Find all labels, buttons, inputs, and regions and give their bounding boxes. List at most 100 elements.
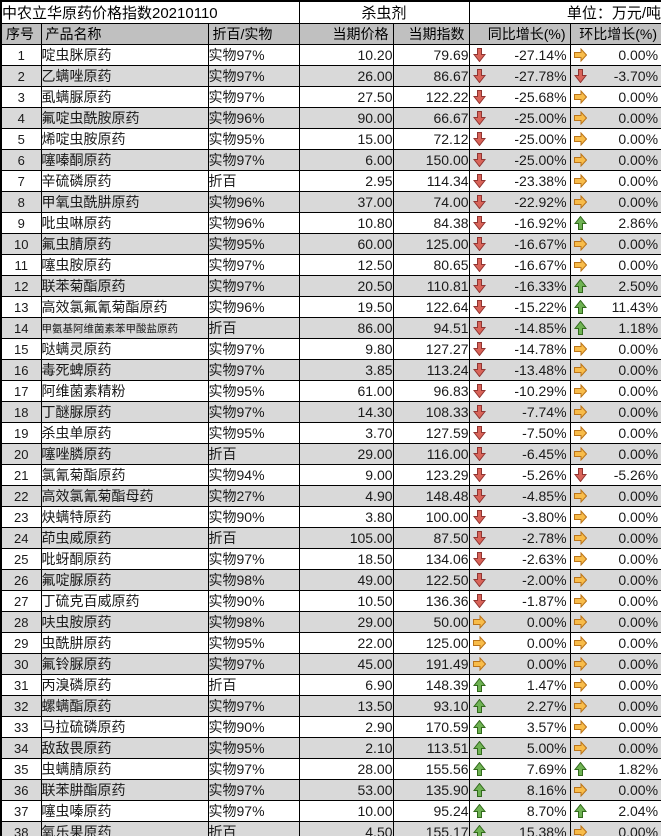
current-index-cell: 125.00 [392, 632, 470, 654]
trend-down-icon [472, 174, 486, 188]
mom-growth-value: 0.00% [618, 152, 659, 168]
row-number-cell: 33 [0, 716, 42, 738]
product-name-cell: 高效氯氰菊酯母药 [40, 485, 209, 507]
trend-up-icon [472, 825, 486, 836]
product-name-cell: 虫酰肼原药 [40, 632, 209, 654]
yoy-growth-value: -1.87% [522, 593, 567, 609]
table-row: 19 杀虫单原药 实物95% 3.70 127.59 -7.50% 0.00% [0, 422, 661, 444]
column-header-no: 序号 [0, 23, 42, 45]
mom-growth-cell: 0.00% [569, 254, 661, 276]
trend-down-icon [472, 279, 486, 293]
yoy-growth-cell: -16.67% [468, 233, 571, 255]
spec-cell: 实物97% [207, 275, 300, 297]
trend-up-icon [472, 699, 486, 713]
product-name-cell: 吡虫啉原药 [40, 212, 209, 234]
yoy-growth-cell: -25.68% [468, 86, 571, 108]
trend-down-icon [472, 489, 486, 503]
mom-growth-value: 0.00% [618, 614, 659, 630]
mom-growth-cell: 0.00% [569, 128, 661, 150]
yoy-growth-value: -25.00% [514, 110, 567, 126]
current-price-cell: 9.00 [298, 464, 394, 486]
mom-growth-value: 0.00% [618, 551, 659, 567]
row-number-cell: 20 [0, 443, 42, 465]
current-index-cell: 125.00 [392, 233, 470, 255]
product-name-cell: 噻嗪酮原药 [40, 149, 209, 171]
yoy-growth-value: -2.00% [522, 572, 567, 588]
yoy-growth-value: -22.92% [514, 194, 567, 210]
current-index-cell: 148.39 [392, 674, 470, 696]
trend-flat-icon [573, 720, 587, 734]
current-price-cell: 18.50 [298, 548, 394, 570]
product-name-cell: 联苯菊酯原药 [40, 275, 209, 297]
current-price-cell: 3.80 [298, 506, 394, 528]
row-number-cell: 15 [0, 338, 42, 360]
spec-cell: 实物95% [207, 632, 300, 654]
mom-growth-cell: 0.00% [569, 611, 661, 633]
row-number-cell: 13 [0, 296, 42, 318]
trend-down-icon [472, 594, 486, 608]
spec-cell: 折百 [207, 170, 300, 192]
current-price-cell: 45.00 [298, 653, 394, 675]
mom-growth-cell: 1.18% [569, 317, 661, 339]
table-row: 18 丁醚脲原药 实物97% 14.30 108.33 -7.74% 0.00% [0, 401, 661, 423]
trend-down-icon [472, 69, 486, 83]
trend-up-icon [472, 720, 486, 734]
spec-cell: 折百 [207, 317, 300, 339]
table-row: 30 氟铃脲原药 实物97% 45.00 191.49 0.00% 0.00% [0, 653, 661, 675]
row-number-cell: 37 [0, 800, 42, 822]
product-name-cell: 毒死蜱原药 [40, 359, 209, 381]
mom-growth-value: 0.00% [618, 635, 659, 651]
mom-growth-value: 2.86% [618, 215, 659, 231]
mom-growth-value: 0.00% [618, 782, 659, 798]
product-name-cell: 氟啶虫酰胺原药 [40, 107, 209, 129]
yoy-growth-cell: 0.00% [468, 653, 571, 675]
yoy-growth-value: -16.33% [514, 278, 567, 294]
product-name-cell: 丁醚脲原药 [40, 401, 209, 423]
trend-down-icon [472, 573, 486, 587]
trend-down-icon [472, 216, 486, 230]
trend-down-icon [472, 426, 486, 440]
product-name-cell: 杀虫单原药 [40, 422, 209, 444]
spec-cell: 实物97% [207, 254, 300, 276]
table-row: 22 高效氯氰菊酯母药 实物27% 4.90 148.48 -4.85% 0.0… [0, 485, 661, 507]
table-row: 6 噻嗪酮原药 实物97% 6.00 150.00 -25.00% 0.00% [0, 149, 661, 171]
trend-flat-icon [573, 258, 587, 272]
product-name-cell: 呋虫胺原药 [40, 611, 209, 633]
yoy-growth-value: -25.00% [514, 152, 567, 168]
product-name-cell: 甲氧虫酰肼原药 [40, 191, 209, 213]
row-number-cell: 6 [0, 149, 42, 171]
mom-growth-cell: 0.00% [569, 380, 661, 402]
yoy-growth-value: -2.78% [522, 530, 567, 546]
trend-down-icon [472, 258, 486, 272]
current-index-cell: 87.50 [392, 527, 470, 549]
trend-flat-icon [573, 783, 587, 797]
spec-cell: 实物90% [207, 590, 300, 612]
product-name-cell: 联苯肼酯原药 [40, 779, 209, 801]
trend-down-icon [472, 405, 486, 419]
spec-cell: 折百 [207, 527, 300, 549]
trend-down-icon [472, 468, 486, 482]
yoy-growth-value: 0.00% [526, 656, 567, 672]
yoy-growth-cell: 1.47% [468, 674, 571, 696]
current-price-cell: 22.00 [298, 632, 394, 654]
mom-growth-cell: 0.00% [569, 569, 661, 591]
mom-growth-value: 0.00% [618, 425, 659, 441]
spec-cell: 实物97% [207, 359, 300, 381]
current-price-cell: 15.00 [298, 128, 394, 150]
row-number-cell: 29 [0, 632, 42, 654]
current-price-cell: 49.00 [298, 569, 394, 591]
current-price-cell: 10.80 [298, 212, 394, 234]
table-row: 23 炔螨特原药 实物90% 3.80 100.00 -3.80% 0.00% [0, 506, 661, 528]
row-number-cell: 19 [0, 422, 42, 444]
table-row: 2 乙螨唑原药 实物97% 26.00 86.67 -27.78% -3.70% [0, 65, 661, 87]
table-row: 9 吡虫啉原药 实物96% 10.80 84.38 -16.92% 2.86% [0, 212, 661, 234]
current-price-cell: 4.90 [298, 485, 394, 507]
column-header-name: 产品名称 [40, 23, 209, 45]
table-row: 29 虫酰肼原药 实物95% 22.00 125.00 0.00% 0.00% [0, 632, 661, 654]
current-index-cell: 66.67 [392, 107, 470, 129]
product-name-cell: 丁硫克百威原药 [40, 590, 209, 612]
yoy-growth-value: -27.78% [514, 68, 567, 84]
spec-cell: 折百 [207, 821, 300, 836]
mom-growth-cell: 0.00% [569, 695, 661, 717]
